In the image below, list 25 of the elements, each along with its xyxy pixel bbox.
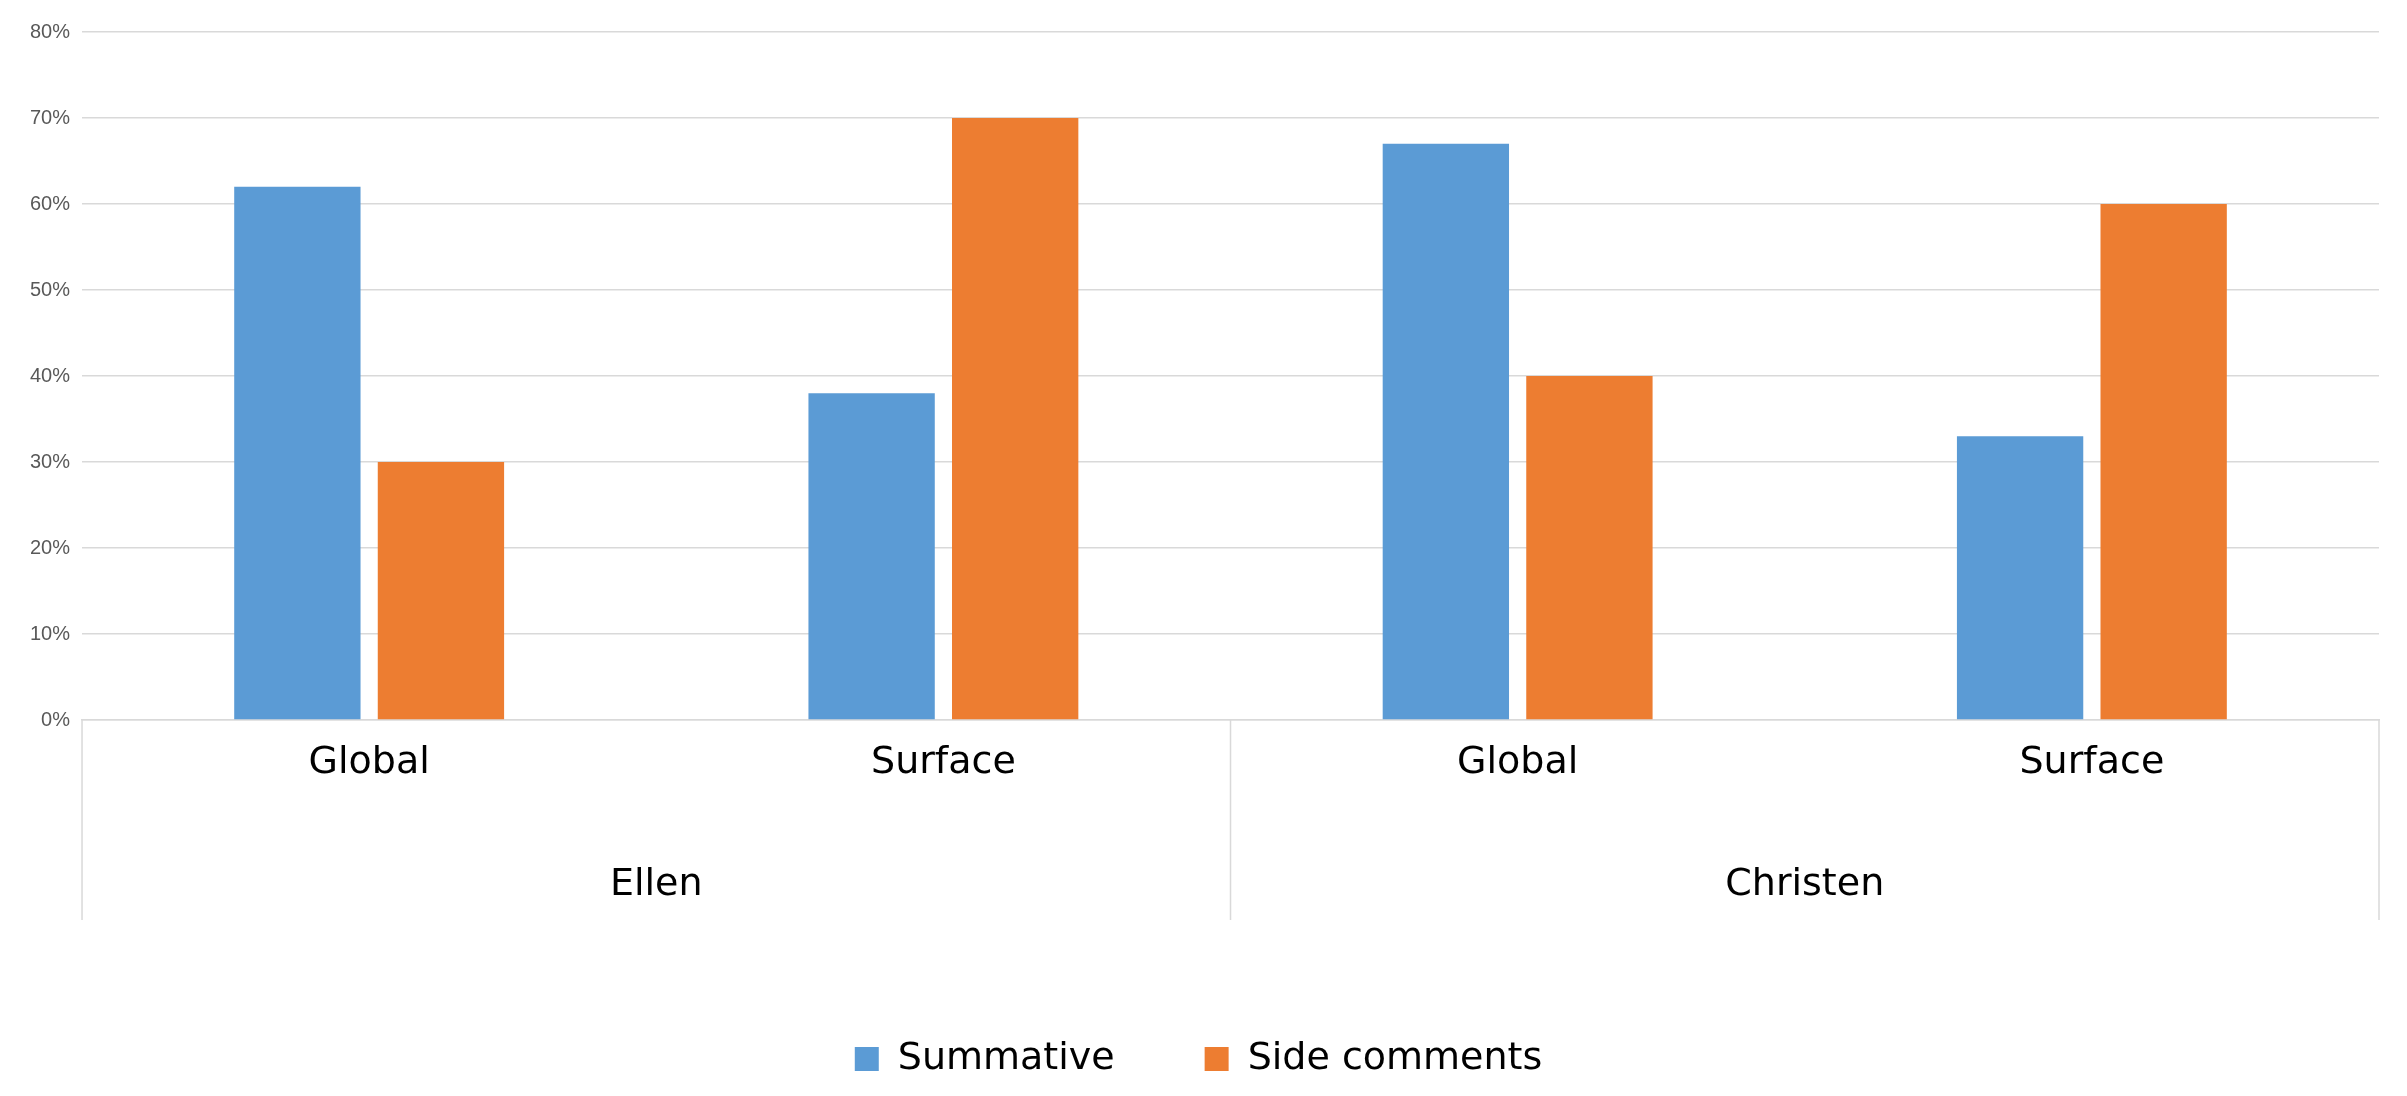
y-tick-label: 30% — [30, 449, 71, 472]
bar — [234, 186, 361, 720]
y-tick-label: 10% — [30, 621, 71, 644]
y-tick-label: 80% — [30, 19, 71, 42]
legend-label: Summative — [897, 1033, 1115, 1078]
text: Ellen — [609, 859, 703, 904]
bar — [1526, 376, 1653, 720]
y-tick-label: 60% — [30, 191, 71, 214]
x-tick-label: Global — [308, 737, 430, 782]
x-tick-label: Surface — [871, 737, 1016, 782]
y-tick-label: 40% — [30, 363, 71, 386]
legend-label: Side comments — [1247, 1033, 1543, 1078]
bar — [1382, 143, 1510, 720]
x-tick-label: Global — [1457, 737, 1579, 782]
bar — [2100, 204, 2227, 720]
x-tick-label: Surface — [2019, 737, 2165, 782]
bar — [377, 462, 505, 720]
bar — [952, 118, 1079, 720]
y-tick-label: 0% — [41, 707, 71, 730]
y-tick-label: 20% — [30, 535, 71, 558]
bar — [808, 393, 935, 720]
y-tick-label: 50% — [30, 277, 71, 300]
text: Christen — [1725, 859, 1885, 904]
bar — [1956, 436, 2084, 720]
y-tick-label: 70% — [30, 105, 71, 128]
